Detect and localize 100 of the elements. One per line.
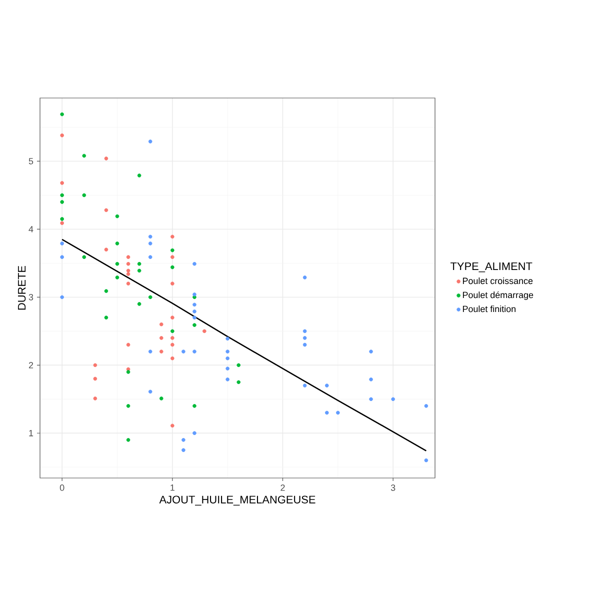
point (148, 295, 152, 300)
point (302, 276, 307, 280)
point (192, 262, 196, 266)
point (170, 255, 174, 259)
point (126, 282, 130, 286)
point (391, 397, 395, 402)
point (60, 133, 64, 138)
point (115, 214, 120, 218)
point (60, 193, 64, 198)
y-axis-title: DURETE (18, 266, 26, 310)
point (126, 268, 130, 273)
point (126, 272, 130, 276)
point (170, 336, 174, 340)
point (226, 336, 230, 341)
y-tick-label: 5 (28, 158, 34, 164)
point (60, 200, 64, 204)
point (170, 316, 174, 320)
point (104, 156, 108, 160)
point (182, 350, 186, 354)
point (137, 262, 142, 266)
y-tick-label: 1 (29, 430, 34, 436)
point (226, 350, 230, 354)
point (115, 276, 120, 280)
x-tick-label: 1 (170, 484, 174, 491)
point (192, 316, 196, 320)
point (302, 342, 307, 347)
point (126, 255, 130, 259)
point (93, 363, 98, 368)
point (226, 378, 230, 382)
x-tick-label: 3 (390, 484, 396, 491)
point (170, 424, 174, 428)
point (192, 404, 196, 408)
point (126, 262, 130, 266)
point (148, 350, 152, 354)
point (60, 181, 64, 185)
point (336, 410, 340, 415)
point (170, 356, 174, 360)
point (82, 154, 86, 158)
point (236, 380, 241, 384)
point (104, 289, 108, 293)
point (192, 350, 196, 354)
point (192, 323, 196, 327)
point (170, 282, 174, 286)
point (236, 363, 241, 368)
point (126, 342, 130, 347)
y-tick-label: 4 (28, 226, 34, 232)
legend-label: Poulet finition (462, 306, 516, 312)
point (369, 397, 373, 402)
x-tick-label: 0 (60, 484, 64, 491)
point (137, 302, 142, 306)
point (302, 384, 307, 388)
point (226, 366, 230, 370)
point (159, 350, 164, 354)
point (424, 458, 428, 462)
point (126, 438, 130, 442)
point (104, 248, 108, 252)
point (137, 174, 142, 178)
point (192, 310, 196, 314)
point (202, 329, 206, 334)
x-tick-label: 2 (280, 484, 285, 491)
point (126, 404, 130, 408)
point (137, 268, 142, 273)
point (148, 234, 152, 239)
point (192, 292, 196, 296)
point (424, 404, 428, 408)
point (60, 217, 64, 221)
point (104, 208, 108, 212)
point (369, 378, 373, 382)
point (324, 384, 329, 388)
point (82, 255, 86, 259)
point (302, 336, 307, 340)
point (115, 242, 120, 246)
point (148, 255, 152, 259)
point (159, 322, 164, 326)
x-axis-title: AJOUT_HUILE_MELANGEUSE (159, 496, 316, 506)
point (159, 336, 164, 340)
point (60, 112, 64, 116)
legend-title: TYPE_ALIMENT (450, 262, 532, 272)
y-tick-label: 3 (28, 294, 34, 300)
point (170, 329, 174, 334)
point (60, 255, 64, 259)
point (104, 316, 108, 320)
point (170, 265, 174, 270)
point (226, 356, 230, 360)
point (60, 221, 64, 225)
point (148, 140, 152, 144)
y-tick-label: 2 (28, 362, 34, 368)
point (159, 396, 164, 400)
legend-label: Poulet démarrage (462, 291, 534, 300)
point (170, 248, 174, 252)
point (369, 350, 373, 354)
point (192, 431, 196, 436)
point (126, 370, 130, 374)
point (93, 376, 98, 381)
point (192, 295, 196, 300)
point (170, 342, 174, 347)
point (60, 295, 64, 300)
point (192, 302, 196, 307)
point (182, 438, 186, 442)
legend-label: Poulet croissance (462, 277, 533, 284)
